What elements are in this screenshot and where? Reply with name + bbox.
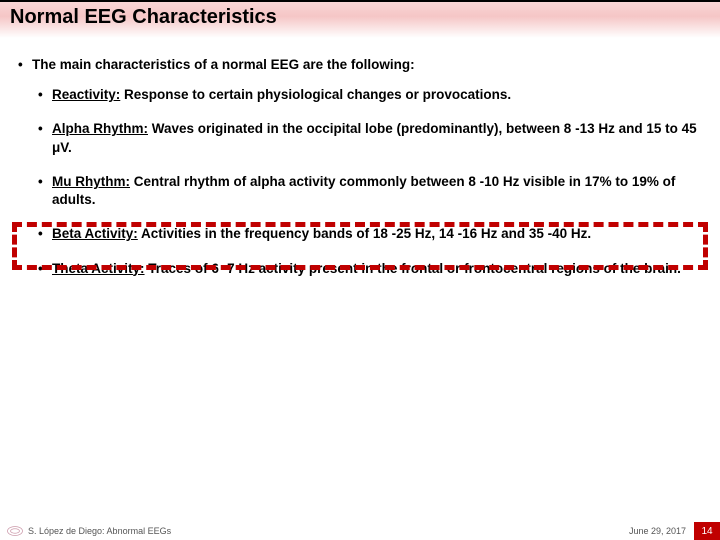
term: Theta Activity: <box>52 261 145 276</box>
title-bar: Normal EEG Characteristics <box>0 0 720 38</box>
footer-left: S. López de Diego: Abnormal EEGs <box>0 525 621 537</box>
term-rest: Central rhythm of alpha activity commonl… <box>52 174 675 207</box>
term: Reactivity: <box>52 87 120 102</box>
bullet-theta: Theta Activity: Traces of 6 -7 Hz activi… <box>38 260 702 278</box>
bullet-reactivity: Reactivity: Response to certain physiolo… <box>38 86 702 104</box>
footer: S. López de Diego: Abnormal EEGs June 29… <box>0 522 720 540</box>
slide-title: Normal EEG Characteristics <box>10 6 710 29</box>
slide: Normal EEG Characteristics The main char… <box>0 0 720 540</box>
bullet-mu: Mu Rhythm: Central rhythm of alpha activ… <box>38 173 702 209</box>
logo-icon <box>6 525 24 537</box>
footer-author: S. López de Diego: Abnormal EEGs <box>28 526 171 536</box>
term-rest: Traces of 6 -7 Hz activity present in th… <box>145 261 681 276</box>
page-number: 14 <box>694 522 720 540</box>
term-rest: Response to certain physiological change… <box>120 87 511 102</box>
content-area: The main characteristics of a normal EEG… <box>18 50 702 294</box>
term-rest: Activities in the frequency bands of 18 … <box>138 226 591 241</box>
bullet-beta: Beta Activity: Activities in the frequen… <box>38 225 702 243</box>
footer-date: June 29, 2017 <box>621 526 694 536</box>
term: Beta Activity: <box>52 226 138 241</box>
term: Mu Rhythm: <box>52 174 130 189</box>
bullet-alpha: Alpha Rhythm: Waves originated in the oc… <box>38 120 702 156</box>
term: Alpha Rhythm: <box>52 121 148 136</box>
intro-line: The main characteristics of a normal EEG… <box>18 56 702 74</box>
term-rest: Waves originated in the occipital lobe (… <box>52 121 697 154</box>
